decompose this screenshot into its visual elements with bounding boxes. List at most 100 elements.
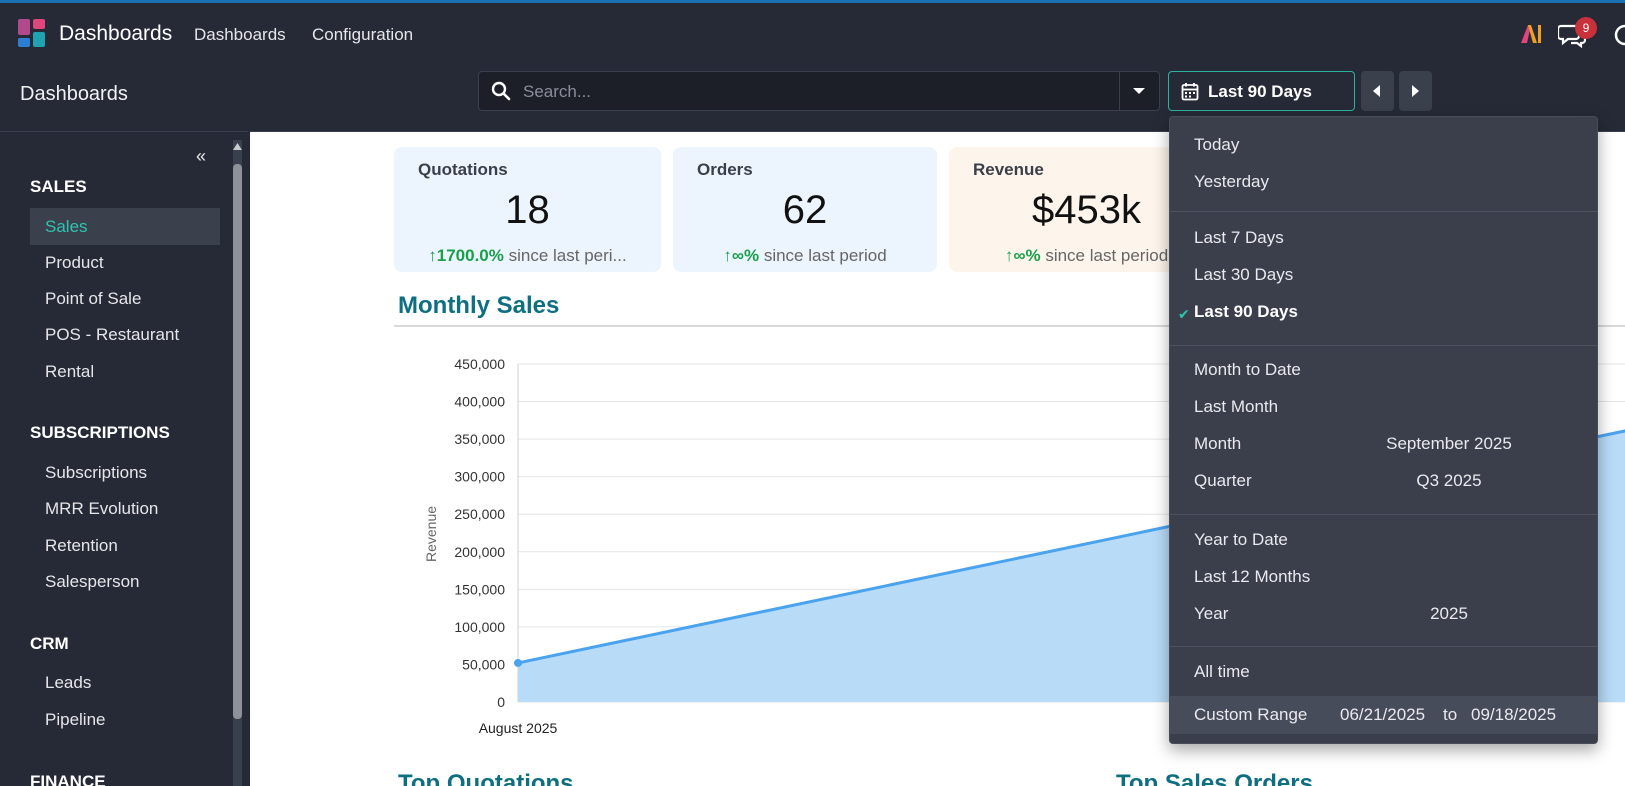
x-tick-label: August 2025 [479, 720, 558, 736]
custom-range-row[interactable]: Custom Range 06/21/2025 to 09/18/2025 [1170, 696, 1597, 734]
date-filter-label: Last 90 Days [1208, 82, 1312, 101]
date-option-today[interactable]: Today [1194, 135, 1240, 154]
arrow-up-icon: ↑ [1004, 246, 1014, 265]
sidebar-item-retention[interactable]: Retention [45, 536, 118, 555]
kpi-card-orders[interactable]: Orders 62 ↑∞% since last period [673, 147, 937, 272]
kpi-change-value: 1700.0% [436, 246, 504, 265]
kpi-title: Quotations [418, 160, 508, 179]
kpi-change-value: ∞% [731, 246, 760, 265]
sidebar-scrollbar[interactable] [233, 140, 242, 786]
top-quotations-title: Top Quotations [398, 770, 574, 786]
date-filter-dropdown: Today Yesterday Last 7 Days Last 30 Days… [1169, 116, 1598, 744]
sidebar-item-sales[interactable]: Sales [30, 208, 220, 245]
sidebar: « SALES Sales Product Point of Sale POS … [0, 131, 248, 786]
date-option-last-30-days[interactable]: Last 30 Days [1194, 265, 1294, 284]
y-tick-label: 450,000 [454, 356, 505, 372]
y-tick-label: 0 [497, 694, 505, 710]
menu-divider [1170, 211, 1597, 212]
date-option-last-90-days[interactable]: Last 90 Days [1194, 302, 1298, 321]
date-option-month[interactable]: Month [1194, 434, 1242, 453]
year-selector[interactable]: 2025 [1430, 604, 1468, 623]
search-options-toggle[interactable] [1119, 72, 1159, 110]
date-option-last-month[interactable]: Last Month [1194, 397, 1279, 416]
caret-right-icon [1412, 85, 1419, 97]
monthly-sales-title: Monthly Sales [398, 292, 560, 319]
apps-menu-icon[interactable] [18, 19, 46, 47]
sidebar-section-sales: SALES [30, 177, 87, 196]
date-option-custom-range[interactable]: Custom Range [1194, 705, 1308, 724]
date-option-all-time[interactable]: All time [1194, 662, 1250, 681]
custom-range-start-date[interactable]: 06/21/2025 [1340, 705, 1426, 724]
app-brand[interactable]: Dashboards [59, 22, 173, 45]
y-tick-label: 350,000 [454, 431, 505, 447]
date-option-yesterday[interactable]: Yesterday [1194, 172, 1269, 191]
collapse-sidebar-icon[interactable]: « [196, 146, 207, 166]
sidebar-section-finance: FINANCE [30, 772, 106, 786]
sidebar-item-point-of-sale[interactable]: Point of Sale [45, 289, 142, 308]
sidebar-item-salesperson[interactable]: Salesperson [45, 572, 140, 591]
search-bar [478, 71, 1160, 111]
sidebar-item-pipeline[interactable]: Pipeline [45, 710, 106, 729]
sidebar-item-mrr-evolution[interactable]: MRR Evolution [45, 499, 159, 518]
y-tick-label: 400,000 [454, 394, 505, 410]
search-input[interactable] [523, 82, 1083, 102]
sidebar-section-subscriptions: SUBSCRIPTIONS [30, 423, 170, 442]
calendar-icon [1181, 83, 1199, 101]
checkmark-icon: ✔ [1178, 306, 1190, 322]
next-period-button[interactable] [1399, 71, 1432, 111]
sidebar-item-rental[interactable]: Rental [45, 362, 95, 381]
caret-left-icon [1373, 85, 1380, 97]
sidebar-item-product[interactable]: Product [45, 253, 104, 272]
custom-range-to-label: to [1443, 705, 1458, 724]
notification-badge: 9 [1575, 17, 1597, 39]
previous-period-button[interactable] [1361, 71, 1394, 111]
y-axis-label: Revenue [423, 506, 439, 562]
kpi-title: Revenue [973, 160, 1044, 179]
sidebar-item-subscriptions[interactable]: Subscriptions [45, 463, 148, 482]
month-selector[interactable]: September 2025 [1386, 434, 1512, 453]
menu-dashboards[interactable]: Dashboards [194, 25, 286, 44]
arrow-up-icon: ↑ [723, 246, 732, 265]
date-filter-button[interactable]: Last 90 Days [1168, 71, 1355, 111]
menu-configuration[interactable]: Configuration [312, 25, 414, 44]
date-option-year-to-date[interactable]: Year to Date [1194, 530, 1288, 549]
date-option-quarter[interactable]: Quarter [1194, 471, 1252, 490]
y-tick-label: 150,000 [454, 581, 505, 597]
sidebar-item-pos-restaurant[interactable]: POS - Restaurant [45, 325, 180, 344]
kpi-change-suffix: since last period [763, 246, 887, 265]
sidebar-section-crm: CRM [30, 634, 69, 653]
caret-down-icon [1133, 88, 1145, 94]
y-tick-label: 250,000 [454, 506, 505, 522]
menu-divider [1170, 514, 1597, 515]
kpi-change-suffix: since last period [1045, 246, 1169, 265]
section-divider [394, 325, 1625, 327]
breadcrumb: Dashboards [20, 83, 128, 105]
ai-assistant-icon[interactable] [1519, 21, 1545, 47]
user-avatar-icon[interactable] [1613, 23, 1625, 47]
sidebar-scroll-thumb[interactable] [233, 164, 242, 719]
custom-range-end-date[interactable]: 09/18/2025 [1471, 705, 1557, 724]
sidebar-item-leads[interactable]: Leads [45, 673, 92, 692]
date-option-month-to-date[interactable]: Month to Date [1194, 360, 1301, 379]
data-point [514, 658, 522, 667]
search-icon[interactable] [491, 81, 511, 101]
kpi-card-quotations[interactable]: Quotations 18 ↑1700.0% since last peri..… [394, 147, 661, 272]
kpi-value: $453k [1032, 188, 1141, 232]
top-sales-orders-title: Top Sales Orders [1116, 770, 1313, 786]
kpi-change-suffix: since last peri... [508, 246, 627, 265]
date-option-last-12-months[interactable]: Last 12 Months [1194, 567, 1311, 586]
kpi-value: 62 [782, 188, 828, 232]
y-tick-label: 300,000 [454, 469, 505, 485]
kpi-change-value: ∞% [1013, 246, 1041, 265]
menu-divider [1170, 646, 1597, 647]
date-option-last-7-days[interactable]: Last 7 Days [1194, 228, 1284, 247]
kpi-change: ↑∞% since last period [673, 246, 937, 266]
quarter-selector[interactable]: Q3 2025 [1416, 471, 1482, 490]
scroll-up-arrow-icon[interactable] [233, 140, 242, 154]
arrow-up-icon: ↑ [428, 246, 437, 265]
date-option-year[interactable]: Year [1194, 604, 1229, 623]
y-tick-label: 200,000 [454, 544, 505, 560]
menu-divider [1170, 345, 1597, 346]
kpi-title: Orders [697, 160, 753, 179]
top-navbar: Dashboards Dashboards Configuration 9 Da… [0, 0, 1625, 105]
